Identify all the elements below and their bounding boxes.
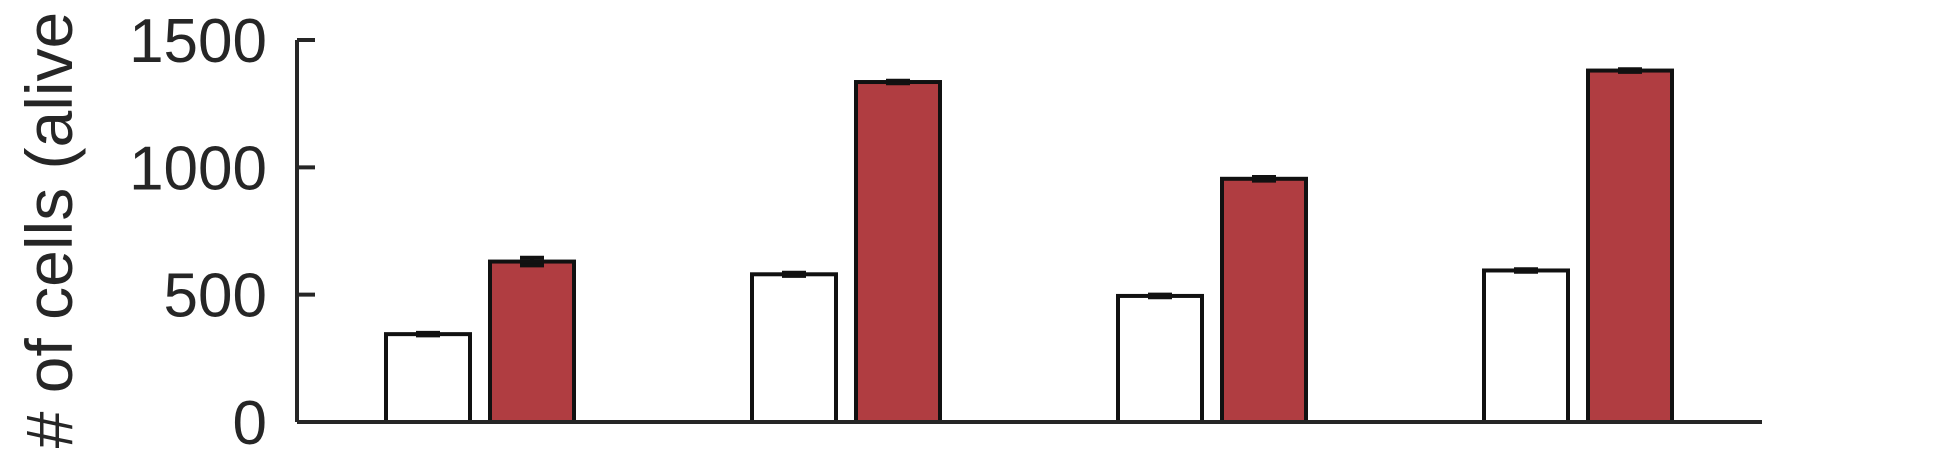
y-axis-label: # of cells (alive [12,12,86,449]
bar [1116,293,1204,424]
bar [384,332,472,425]
y-tick-label: 0 [233,389,267,458]
y-tick-label: 500 [164,262,267,331]
bar [1482,268,1570,424]
y-axis-ticks: 0 500 1000 1500 [129,7,315,458]
bar [750,272,838,424]
bar [854,80,942,425]
bars [384,67,1674,425]
bar [1220,176,1308,424]
y-tick-label: 1000 [129,134,267,203]
bar [1586,68,1674,424]
y-tick-label: 1500 [129,7,267,76]
bar [488,259,576,424]
